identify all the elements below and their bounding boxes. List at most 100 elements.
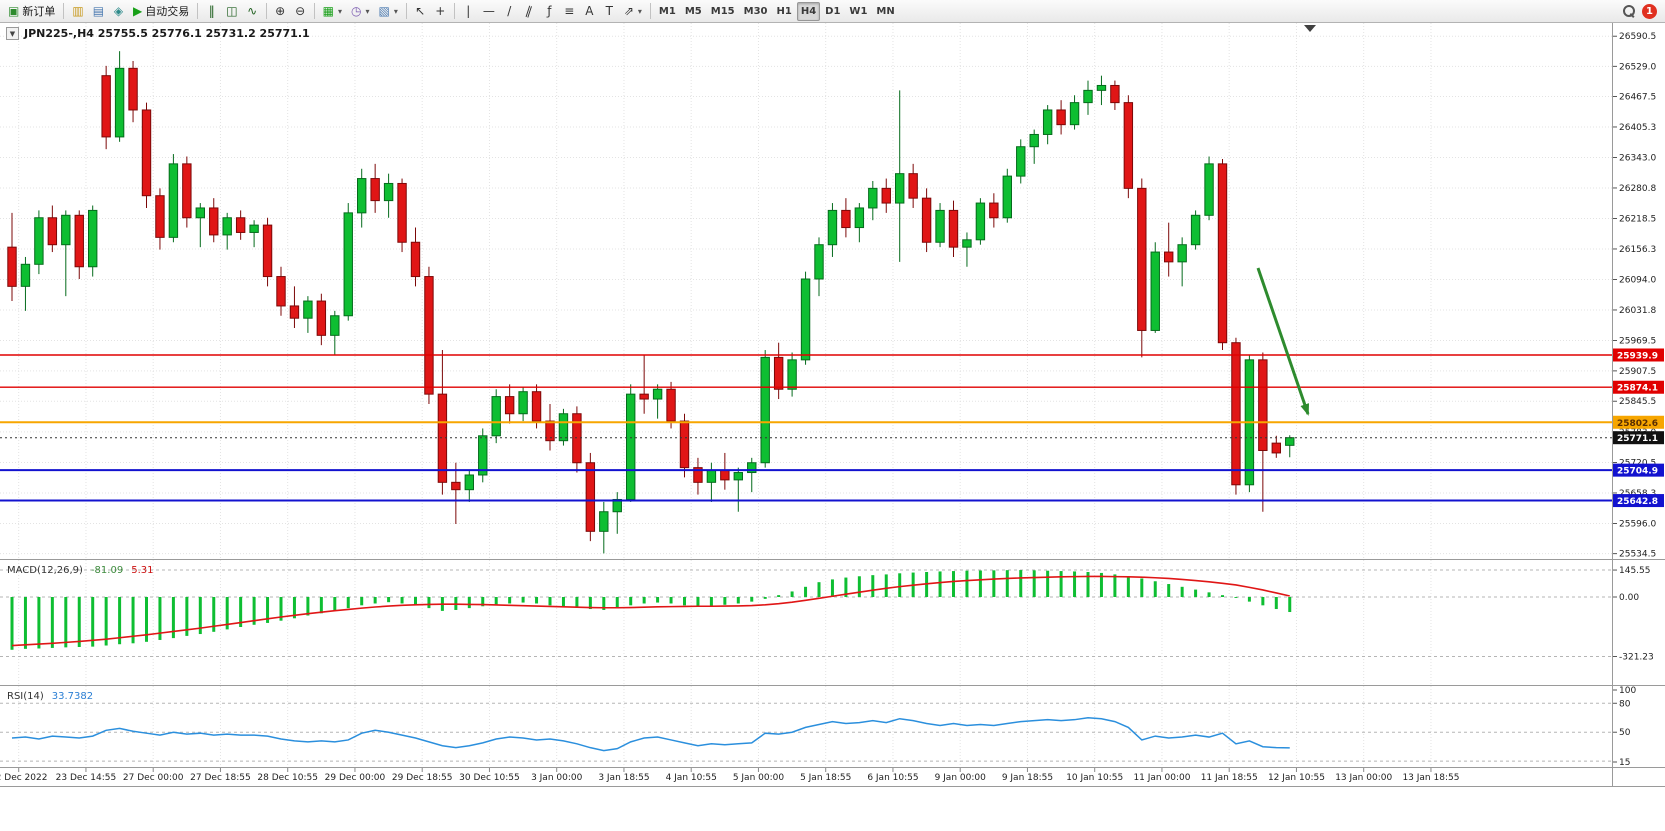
price-tag-label: 25704.9 (1617, 467, 1658, 477)
chart-symbol-ohlc-text: JPN225-,H4 25755.5 25776.1 25731.2 25771… (24, 27, 310, 40)
time-axis-label: 29 Dec 18:55 (392, 773, 453, 783)
time-axis[interactable]: 22 Dec 2022 23 Dec 14:55 27 Dec 00:00 27 De… (0, 768, 1459, 783)
time-axis-label: 23 Dec 14:55 (56, 773, 117, 783)
horizontal-line-button[interactable]: — (479, 2, 499, 21)
time-axis-label: 22 Dec 2022 (0, 773, 47, 783)
toolbar-buttons: ▣ 新订单 ▥ ▤ ◈ ▶ 自动交易 ‖ ◫ ∿ ⊕ ⊖ ▦ ▾ ◷ ▾ ▧ ▾ ↖ + | — / ∥ ƒ ≡ A T ⇗ ▾ M1 M5 M… (4, 1, 1622, 21)
timeframe-m5-label: M5 (684, 5, 702, 17)
timeframe-m5-button[interactable]: M5 (681, 2, 706, 21)
levels-layer[interactable] (0, 354, 1613, 502)
price-axis-label: 26343.0 (1619, 153, 1656, 163)
market-watch-button[interactable]: ▥ (68, 2, 87, 21)
rsi-axis-label: 50 (1619, 728, 1631, 738)
macd-name: MACD(12,26,9) (7, 565, 83, 576)
toolbar-separator (197, 3, 199, 19)
new-order-icon: ▣ (8, 4, 20, 18)
time-axis-label: 11 Jan 00:00 (1133, 773, 1190, 783)
rsi-value: 33.7382 (51, 691, 94, 702)
time-axis-label: 6 Jan 10:55 (867, 773, 918, 783)
crosshair-button[interactable]: + (431, 2, 450, 21)
crosshair-icon: + (435, 4, 446, 18)
hline-levels-icon: ≡ (564, 4, 575, 18)
channel-icon: ∥ (524, 3, 535, 19)
indicator-layer (0, 569, 1613, 762)
arrows-icon: ⇗ (623, 4, 634, 18)
candlestick-chart-button[interactable]: ◫ (222, 2, 241, 21)
arrows-button[interactable]: ⇗ ▾ (620, 2, 646, 21)
search-icon[interactable] (1622, 4, 1636, 18)
time-axis-label: 4 Jan 10:55 (666, 773, 717, 783)
zoom-in-button[interactable]: ⊕ (271, 2, 290, 21)
price-tag (1613, 380, 1664, 394)
vertical-line-button[interactable]: | (459, 2, 478, 21)
data-window-button[interactable]: ▤ (89, 2, 108, 21)
price-axis-label: 26590.5 (1619, 32, 1656, 42)
timeframe-d1-button[interactable]: D1 (821, 2, 844, 21)
annotations-layer[interactable] (1256, 267, 1310, 416)
rsi-axis-label: 80 (1619, 699, 1631, 709)
template-icon: ▧ (378, 4, 390, 18)
zoom-out-button[interactable]: ⊖ (291, 2, 310, 21)
chart-window[interactable]: 145.55 0.00 -321.23 100 80 50 15 26590.5 26529.0… (0, 23, 1665, 831)
tile-windows-button[interactable]: ▦ ▾ (319, 2, 346, 21)
price-tag-label: 25874.1 (1617, 384, 1658, 394)
timeframe-w1-button[interactable]: W1 (845, 2, 871, 21)
vertical-line-icon: | (466, 4, 471, 18)
price-axis-label: 25907.5 (1619, 367, 1656, 377)
price-axis[interactable]: 145.55 0.00 -321.23 100 80 50 15 26590.5 26529.0… (1613, 32, 1664, 768)
macd-axis-label: 0.00 (1619, 593, 1639, 603)
time-axis-label: 11 Jan 18:55 (1201, 773, 1258, 783)
one-click-trading-collapse-button[interactable]: ▼ (6, 27, 19, 40)
macd-axis-label: 145.55 (1619, 566, 1651, 576)
price-axis-label: 26529.0 (1619, 62, 1656, 72)
timeframe-h4-button[interactable]: H4 (796, 1, 821, 21)
timeframe-m15-button[interactable]: M15 (707, 2, 739, 21)
caret-down-icon: ▾ (637, 6, 642, 16)
text-label-button[interactable]: T (600, 2, 619, 21)
template-button[interactable]: ▧ ▾ (374, 2, 401, 21)
price-tag (1613, 463, 1664, 477)
chart-shift-marker-icon[interactable] (1304, 25, 1316, 32)
time-axis-label: 5 Jan 18:55 (800, 773, 851, 783)
timeframe-h1-button[interactable]: H1 (773, 2, 796, 21)
timeframe-h4-label: H4 (800, 5, 817, 17)
macd-value: -81.09 (90, 565, 124, 576)
trendline-button[interactable]: / (500, 2, 519, 21)
trendline-icon: / (507, 4, 512, 18)
zoom-in-icon: ⊕ (275, 4, 286, 18)
time-axis-label: 5 Jan 00:00 (733, 773, 785, 783)
caret-down-icon: ▾ (337, 6, 342, 16)
fibonacci-button[interactable]: ƒ (540, 2, 559, 21)
price-axis-label: 25658.3 (1619, 489, 1656, 499)
toolbar: ▣ 新订单 ▥ ▤ ◈ ▶ 自动交易 ‖ ◫ ∿ ⊕ ⊖ ▦ ▾ ◷ ▾ ▧ ▾ ↖ + | — / ∥ ƒ ≡ A T ⇗ ▾ M1 M5 M… (0, 0, 1665, 23)
period-icon: ◷ (350, 4, 362, 18)
tile-windows-icon: ▦ (322, 4, 334, 18)
cursor-icon: ↖ (415, 4, 426, 18)
timeframe-mn-button[interactable]: MN (872, 2, 898, 21)
timeframe-mn-label: MN (876, 5, 895, 17)
autotrading-button[interactable]: ▶ 自动交易 (129, 2, 193, 21)
macd-indicator-label: MACD(12,26,9) -81.09 5.31 (7, 565, 153, 576)
toolbar-right: 1 (1622, 3, 1661, 19)
cursor-button[interactable]: ↖ (411, 2, 430, 21)
hline-levels-button[interactable]: ≡ (560, 2, 579, 21)
timeframe-m1-button[interactable]: M1 (655, 2, 680, 21)
rsi-axis-label: 100 (1619, 686, 1636, 696)
bar-chart-button[interactable]: ‖ (202, 2, 221, 21)
line-chart-button[interactable]: ∿ (243, 2, 262, 21)
period-button[interactable]: ◷ ▾ (347, 2, 374, 21)
macd-signal-value: 5.31 (131, 565, 154, 576)
channel-button[interactable]: ∥ (520, 2, 539, 21)
price-tag-label: 25771.1 (1617, 434, 1658, 444)
price-axis-label: 25720.5 (1619, 458, 1656, 468)
trend-arrow-annotation[interactable] (1256, 267, 1310, 416)
new-order-button[interactable]: ▣ 新订单 (4, 2, 59, 21)
notification-badge[interactable]: 1 (1642, 3, 1657, 19)
navigator-button[interactable]: ◈ (109, 2, 128, 21)
toolbar-separator (405, 3, 407, 19)
text-button[interactable]: A (580, 2, 599, 21)
fibonacci-icon: ƒ (547, 4, 552, 18)
timeframe-m30-button[interactable]: M30 (740, 2, 772, 21)
chart-symbol-header: ▼ JPN225-,H4 25755.5 25776.1 25731.2 257… (6, 27, 310, 40)
